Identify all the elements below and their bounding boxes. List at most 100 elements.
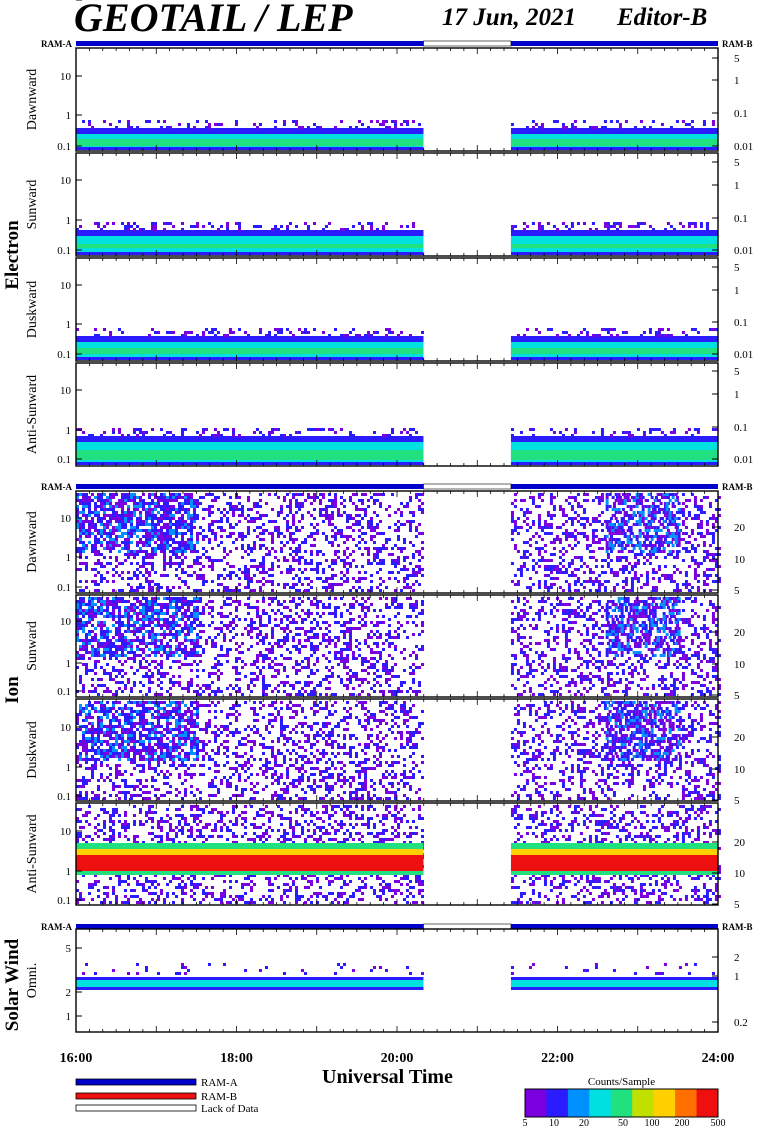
ion-speckle [313, 645, 316, 648]
ion-speckle [196, 577, 199, 580]
ion-speckle [537, 526, 541, 529]
ion-speckle [319, 693, 322, 696]
electron-speckle [696, 428, 700, 431]
ion-speckle [660, 574, 664, 577]
ion-speckle [406, 502, 409, 505]
ion-speckle [286, 648, 289, 651]
ion-speckle [166, 502, 169, 505]
ion-speckle [328, 565, 331, 568]
ion-speckle [352, 627, 355, 630]
ion-speckle [310, 553, 313, 556]
ion-speckle [558, 562, 562, 565]
ion-speckle [346, 630, 349, 633]
ion-speckle [217, 687, 220, 690]
ion-speckle [624, 544, 628, 547]
ion-speckle [370, 562, 373, 565]
ion-speckle [220, 615, 223, 618]
ion-speckle [654, 586, 658, 589]
ion-speckle [166, 657, 169, 660]
ion-speckle [343, 550, 346, 553]
ion-cloud [76, 508, 79, 511]
ion-speckle [265, 547, 268, 550]
ion-cloud [629, 532, 633, 535]
ion-speckle [211, 642, 214, 645]
ion-speckle [211, 666, 214, 669]
ion-speckle [630, 517, 634, 520]
electron-speckle [409, 428, 412, 431]
ion-cloud [629, 505, 633, 508]
ion-speckle [525, 586, 529, 589]
ion-speckle [594, 589, 598, 592]
ion-speckle [289, 651, 292, 654]
ion-speckle [543, 565, 547, 568]
ion-speckle [516, 550, 520, 553]
ion-speckle [358, 547, 361, 550]
ion-speckle [298, 633, 301, 636]
ion-speckle [241, 511, 244, 514]
ion-cloud [638, 529, 642, 532]
ion-cloud [650, 514, 654, 517]
ion-speckle [115, 669, 118, 672]
electron-speckle [531, 120, 535, 123]
ion-cloud [130, 517, 133, 520]
ion-speckle [570, 535, 574, 538]
ion-cloud [118, 529, 121, 532]
ion-speckle [130, 586, 133, 589]
ion-speckle [609, 559, 613, 562]
ion-speckle [85, 624, 88, 627]
electron-speckle [139, 428, 142, 431]
ion-speckle [79, 589, 82, 592]
ion-speckle [265, 636, 268, 639]
ion-speckle [516, 517, 520, 520]
ion-speckle [295, 583, 298, 586]
ion-cloud [181, 505, 184, 508]
ion-speckle [714, 520, 718, 523]
ion-speckle [211, 547, 214, 550]
electron-speckle [217, 431, 220, 434]
electron-speckle [136, 225, 139, 228]
electron-speckle [570, 434, 574, 437]
ion-speckle [522, 499, 526, 502]
ion-speckle [88, 612, 91, 615]
electron-speckle [205, 428, 208, 431]
ion-speckle [564, 535, 568, 538]
ion-speckle [223, 556, 226, 559]
ion-speckle [97, 678, 100, 681]
ion-speckle [211, 523, 214, 526]
electron-speckle [612, 222, 616, 225]
ion-speckle [313, 687, 316, 690]
ion-speckle [211, 672, 214, 675]
ion-speckle [244, 618, 247, 621]
electron-speckle [684, 123, 688, 126]
ion-speckle [696, 562, 700, 565]
ion-speckle [582, 493, 586, 496]
electron-speckle [573, 120, 577, 123]
left-tick-label: 10 [60, 71, 72, 83]
ion-speckle [79, 535, 82, 538]
ion-cloud [653, 499, 657, 502]
ion-cloud [656, 535, 660, 538]
ion-speckle [256, 642, 259, 645]
ion-speckle [244, 535, 247, 538]
electron-speckle [687, 428, 691, 431]
ion-cloud [130, 493, 133, 496]
ion-speckle [409, 586, 412, 589]
ion-cloud [109, 514, 112, 517]
ion-cloud [196, 514, 199, 517]
ion-speckle [283, 496, 286, 499]
ion-speckle [292, 577, 295, 580]
ion-cloud [169, 523, 172, 526]
ion-speckle [540, 538, 544, 541]
ion-speckle [714, 529, 718, 532]
ion-speckle [358, 520, 361, 523]
electron-speckle [660, 123, 664, 126]
ion-speckle [268, 684, 271, 687]
electron-speckle [711, 328, 715, 331]
ion-speckle [226, 660, 229, 663]
ion-cloud [127, 544, 130, 547]
electron-speckle [196, 120, 199, 123]
ion-cloud [623, 532, 627, 535]
electron-speckle [151, 222, 154, 225]
electron-speckle [130, 225, 133, 228]
ion-speckle [211, 609, 214, 612]
